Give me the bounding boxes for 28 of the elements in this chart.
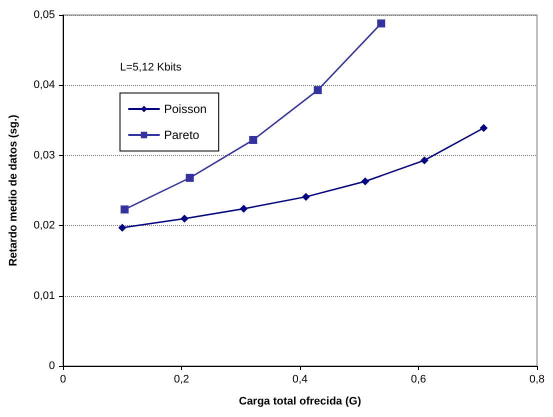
y-tick-label: 0,02 [34,220,55,232]
point [377,19,386,28]
point [302,192,310,201]
point [480,124,488,132]
annotation: L=5,12 Kbits [120,62,182,74]
point [118,224,126,232]
x-axis-title: Carga total ofrecida (G) [238,396,362,408]
x-tick-label: 0 [60,374,66,386]
y-tick-label: 0,01 [34,290,55,302]
x-tick-label: 0,6 [410,374,426,386]
y-tick-label: 0 [48,360,55,372]
point [314,86,322,94]
point [186,174,194,182]
point [240,204,248,213]
point [180,214,188,223]
y-tick-label: 0,03 [34,149,55,162]
y-axis-title: Retardo medio de datos (sg.) [8,114,20,266]
point [361,177,370,186]
point [249,136,258,144]
legend-label: Pareto [164,128,200,142]
legend-label: Poisson [164,102,207,116]
x-tick-label: 0,4 [292,374,308,386]
x-tick-label: 0,8 [529,374,545,386]
y-tick-label: 0,04 [34,79,55,92]
point [420,156,428,164]
point [120,205,129,214]
y-tick-label: 0,05 [34,9,55,21]
x-tick-label: 0,2 [174,374,190,386]
